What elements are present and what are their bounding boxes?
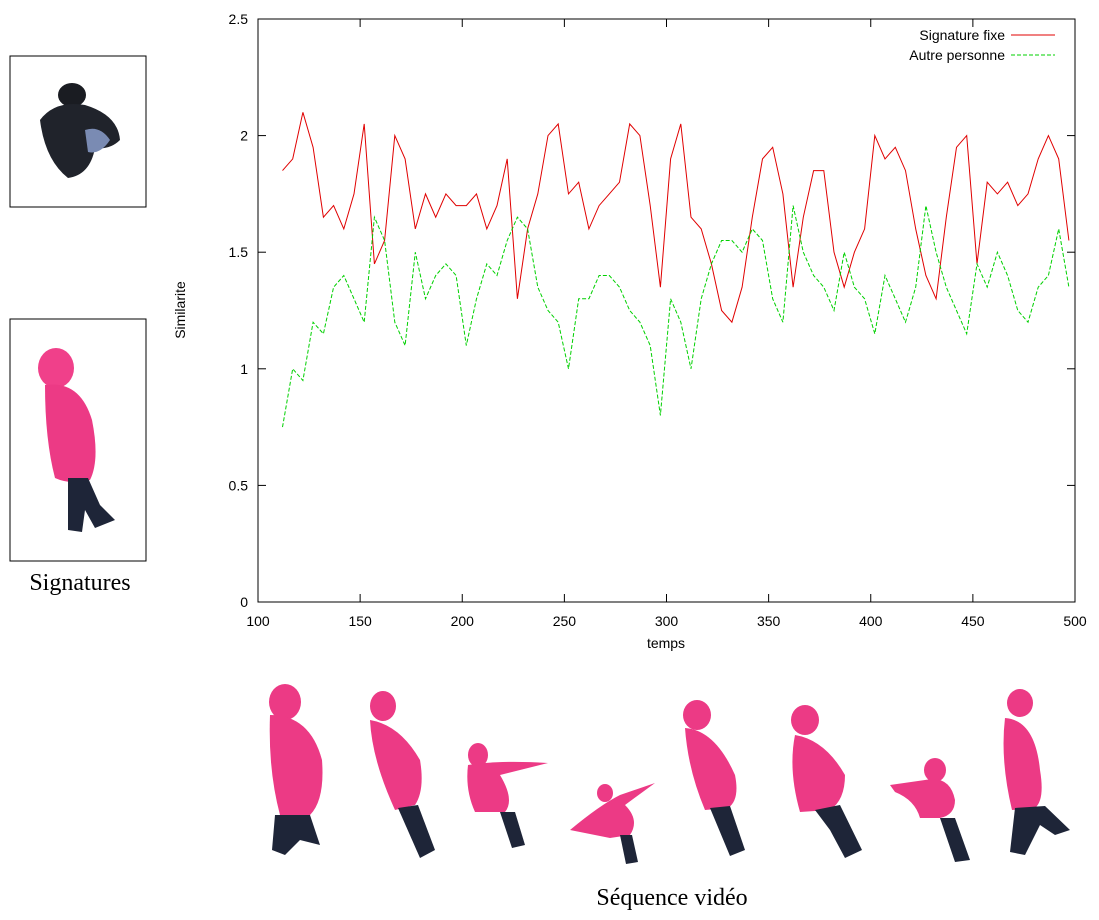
y-tick-label: 0: [240, 594, 248, 610]
legend-label: Autre personne: [909, 47, 1005, 63]
x-tick-label: 400: [859, 613, 883, 629]
y-axis-label: Similarite: [172, 281, 188, 339]
y-tick-label: 2.5: [229, 11, 249, 27]
sequence-figures: [269, 684, 1070, 864]
x-axis-label: temps: [647, 635, 685, 651]
plot: 0 0.5 1 1.5 2 2.5 100 150 200 250 300 350 400 450 500 S…: [229, 11, 1087, 629]
sequence-caption: Séquence vidéo: [596, 885, 747, 911]
x-tick-label: 500: [1063, 613, 1087, 629]
legend-label: Signature fixe: [919, 27, 1005, 43]
x-tick-label: 250: [553, 613, 577, 629]
signature-figure: [40, 83, 120, 178]
signatures-caption: Signatures: [29, 570, 130, 596]
y-tick-label: 2: [240, 128, 248, 144]
y-tick-label: 1.5: [229, 244, 249, 260]
signature-figure: [38, 348, 115, 532]
x-tick-label: 100: [246, 613, 270, 629]
x-tick-label: 150: [348, 613, 372, 629]
x-tick-label: 450: [961, 613, 985, 629]
y-tick-label: 0.5: [229, 477, 249, 493]
series-line: [282, 112, 1070, 324]
plot-frame: [257, 18, 1076, 603]
x-tick-label: 300: [655, 613, 679, 629]
x-tick-label: 350: [757, 613, 781, 629]
y-tick-label: 1: [240, 361, 248, 377]
series-line: [282, 205, 1070, 428]
x-tick-label: 200: [451, 613, 475, 629]
